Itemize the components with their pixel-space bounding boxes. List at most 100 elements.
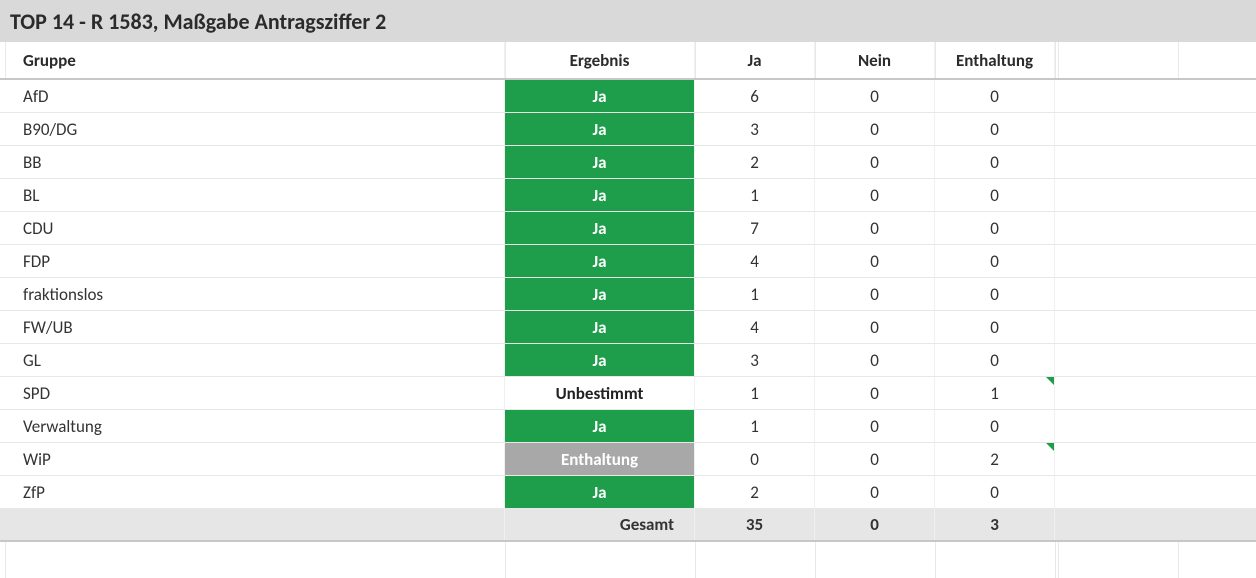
cell-abstain: 0 xyxy=(935,245,1055,277)
cell-yes: 1 xyxy=(695,377,815,409)
table-row: CDUJa700 xyxy=(0,212,1256,245)
cell-group: B90/DG xyxy=(5,113,505,145)
cell-result: Ja xyxy=(505,212,695,244)
cell-abstain: 0 xyxy=(935,476,1055,508)
cell-empty xyxy=(1055,80,1256,112)
cell-empty xyxy=(1055,245,1256,277)
cell-yes: 2 xyxy=(695,476,815,508)
title-row: TOP 14 - R 1583, Maßgabe Antragsziffer 2 xyxy=(0,0,1256,42)
cell-empty xyxy=(1055,113,1256,145)
col-header-result: Ergebnis xyxy=(505,42,695,78)
cell-no: 0 xyxy=(815,113,935,145)
cell-result: Unbestimmt xyxy=(505,377,695,409)
cell-group: Verwaltung xyxy=(5,410,505,442)
total-empty xyxy=(1055,509,1256,540)
col-header-empty xyxy=(1055,42,1256,78)
table-row: ZfPJa200 xyxy=(0,476,1256,509)
cell-result: Ja xyxy=(505,311,695,343)
cell-error-marker-icon xyxy=(1046,377,1054,385)
cell-no: 0 xyxy=(815,278,935,310)
cell-result: Enthaltung xyxy=(505,443,695,475)
table-row: BLJa100 xyxy=(0,179,1256,212)
cell-no: 0 xyxy=(815,443,935,475)
cell-yes: 3 xyxy=(695,344,815,376)
cell-no: 0 xyxy=(815,410,935,442)
cell-no: 0 xyxy=(815,311,935,343)
cell-abstain: 0 xyxy=(935,278,1055,310)
cell-no: 0 xyxy=(815,344,935,376)
cell-abstain: 0 xyxy=(935,212,1055,244)
cell-group: FDP xyxy=(5,245,505,277)
cell-group: FW/UB xyxy=(5,311,505,343)
cell-yes: 3 xyxy=(695,113,815,145)
cell-group: ZfP xyxy=(5,476,505,508)
col-header-group: Gruppe xyxy=(5,42,505,78)
cell-yes: 0 xyxy=(695,443,815,475)
table-body: AfDJa600B90/DGJa300BBJa200BLJa100CDUJa70… xyxy=(0,80,1256,509)
total-yes: 35 xyxy=(695,509,815,540)
cell-empty xyxy=(1055,278,1256,310)
cell-yes: 7 xyxy=(695,212,815,244)
table-row: SPDUnbestimmt101 xyxy=(0,377,1256,410)
col-header-no: Nein xyxy=(815,42,935,78)
cell-empty xyxy=(1055,179,1256,211)
total-label: Gesamt xyxy=(505,509,695,540)
cell-no: 0 xyxy=(815,476,935,508)
table-row: FW/UBJa400 xyxy=(0,311,1256,344)
cell-abstain: 0 xyxy=(935,179,1055,211)
cell-error-marker-icon xyxy=(1046,443,1054,451)
spreadsheet-region: TOP 14 - R 1583, Maßgabe Antragsziffer 2… xyxy=(0,0,1256,542)
cell-empty xyxy=(1055,377,1256,409)
cell-empty xyxy=(1055,344,1256,376)
table-row: GLJa300 xyxy=(0,344,1256,377)
cell-no: 0 xyxy=(815,212,935,244)
cell-group: WiP xyxy=(5,443,505,475)
table-row: FDPJa400 xyxy=(0,245,1256,278)
cell-yes: 1 xyxy=(695,410,815,442)
table-row: fraktionslosJa100 xyxy=(0,278,1256,311)
total-abstain: 3 xyxy=(935,509,1055,540)
cell-abstain: 1 xyxy=(935,377,1055,409)
cell-abstain: 0 xyxy=(935,311,1055,343)
cell-yes: 1 xyxy=(695,278,815,310)
cell-yes: 6 xyxy=(695,80,815,112)
cell-empty xyxy=(1055,311,1256,343)
page-title: TOP 14 - R 1583, Maßgabe Antragsziffer 2 xyxy=(10,8,386,35)
cell-group: BB xyxy=(5,146,505,178)
table-header-row: Gruppe Ergebnis Ja Nein Enthaltung xyxy=(0,42,1256,80)
cell-empty xyxy=(1055,212,1256,244)
total-no: 0 xyxy=(815,509,935,540)
col-header-yes: Ja xyxy=(695,42,815,78)
table-total-row: Gesamt 35 0 3 xyxy=(0,509,1256,542)
table-row: B90/DGJa300 xyxy=(0,113,1256,146)
cell-result: Ja xyxy=(505,179,695,211)
cell-abstain: 2 xyxy=(935,443,1055,475)
cell-result: Ja xyxy=(505,245,695,277)
cell-group: SPD xyxy=(5,377,505,409)
cell-group: AfD xyxy=(5,80,505,112)
cell-empty xyxy=(1055,443,1256,475)
table-row: BBJa200 xyxy=(0,146,1256,179)
table-row: WiPEnthaltung002 xyxy=(0,443,1256,476)
cell-yes: 4 xyxy=(695,245,815,277)
cell-no: 0 xyxy=(815,245,935,277)
cell-yes: 2 xyxy=(695,146,815,178)
cell-result: Ja xyxy=(505,113,695,145)
cell-result: Ja xyxy=(505,146,695,178)
cell-no: 0 xyxy=(815,377,935,409)
cell-empty xyxy=(1055,410,1256,442)
cell-group: BL xyxy=(5,179,505,211)
cell-group: CDU xyxy=(5,212,505,244)
cell-empty xyxy=(1055,146,1256,178)
cell-empty xyxy=(1055,476,1256,508)
cell-group: fraktionslos xyxy=(5,278,505,310)
cell-no: 0 xyxy=(815,80,935,112)
cell-yes: 1 xyxy=(695,179,815,211)
cell-abstain: 0 xyxy=(935,146,1055,178)
cell-result: Ja xyxy=(505,80,695,112)
cell-abstain: 0 xyxy=(935,344,1055,376)
cell-result: Ja xyxy=(505,278,695,310)
cell-no: 0 xyxy=(815,146,935,178)
cell-abstain: 0 xyxy=(935,113,1055,145)
table-row: AfDJa600 xyxy=(0,80,1256,113)
